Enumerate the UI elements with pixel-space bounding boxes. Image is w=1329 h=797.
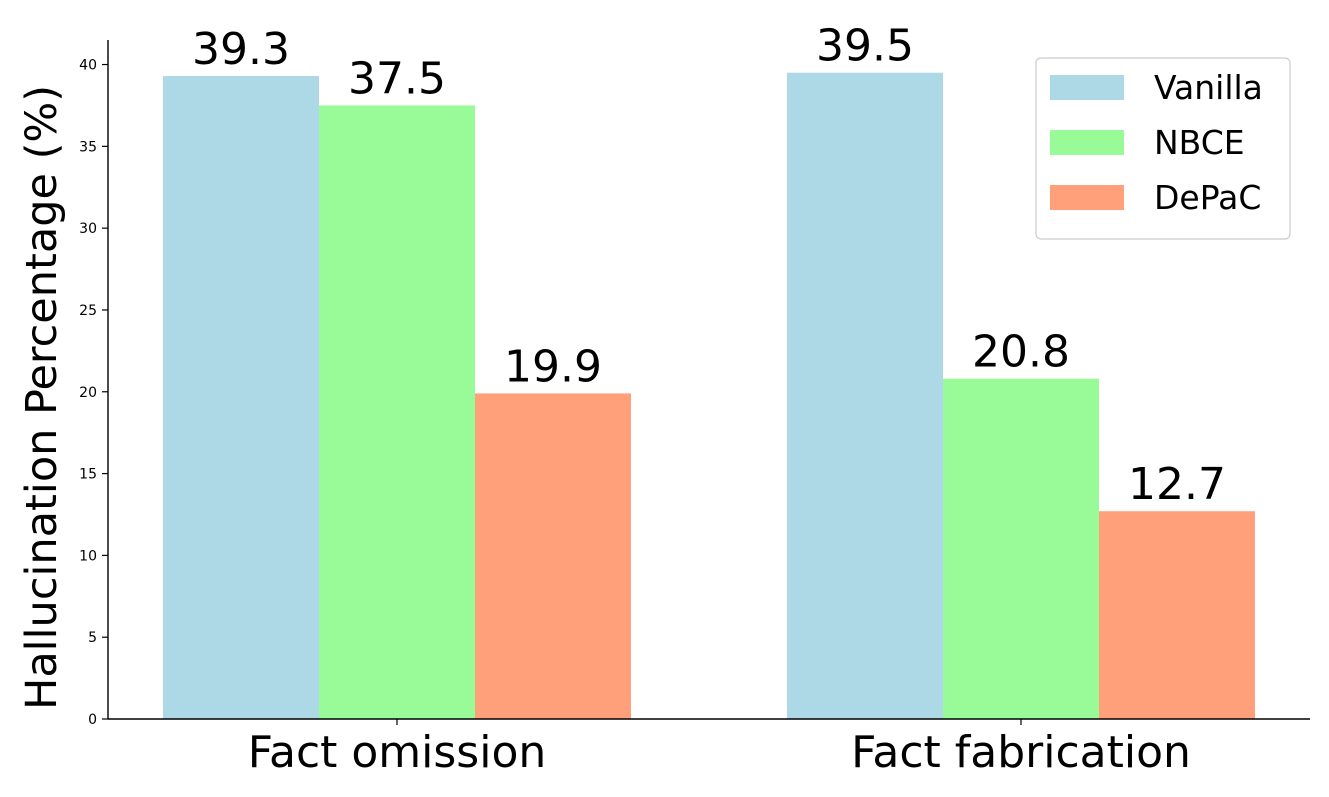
value-label-vanilla-fact-fabrication: 39.5 [816,21,914,72]
y-tick-label: 20 [79,385,97,401]
legend-swatch-nbce [1050,130,1124,155]
y-tick-label: 15 [79,467,97,483]
bar-depac-fact-fabrication [1099,511,1255,719]
y-tick-label: 30 [79,221,97,237]
bar-nbce-fact-omission [319,105,475,719]
bars-layer [163,72,1255,719]
bar-nbce-fact-fabrication [943,378,1099,719]
y-tick-label: 25 [79,303,97,319]
y-tick-label: 10 [79,548,97,564]
x-tick-label-fact-omission: Fact omission [248,727,547,778]
y-ticks-layer: 0 5 10 15 20 25 30 35 40 [79,58,108,728]
value-label-nbce-fact-omission: 37.5 [348,53,446,104]
axes-layer [107,40,1310,720]
y-tick-label: 0 [88,712,97,728]
y-tick-label: 35 [79,139,97,155]
y-axis-label: Hallucination Percentage (%) [17,85,67,710]
value-label-depac-fact-omission: 19.9 [504,341,602,392]
legend-label-nbce: NBCE [1154,123,1245,162]
legend-swatch-depac [1050,185,1124,210]
bar-vanilla-fact-fabrication [787,72,943,719]
bar-vanilla-fact-omission [163,75,319,719]
value-labels-layer: 39.3 37.5 19.9 39.5 20.8 12.7 [192,21,1226,510]
legend-label-depac: DePaC [1154,178,1261,217]
x-ticks-layer: Fact omission Fact fabrication [248,719,1191,778]
value-label-vanilla-fact-omission: 39.3 [192,24,290,75]
bar-depac-fact-omission [475,393,631,719]
legend: Vanilla NBCE DePaC [1035,57,1291,240]
value-label-nbce-fact-fabrication: 20.8 [972,327,1070,378]
y-tick-label: 5 [88,630,97,646]
legend-label-vanilla: Vanilla [1154,68,1263,107]
value-label-depac-fact-fabrication: 12.7 [1128,459,1226,510]
legend-swatch-vanilla [1050,75,1124,100]
x-tick-label-fact-fabrication: Fact fabrication [851,727,1191,778]
y-tick-label: 40 [79,58,97,74]
